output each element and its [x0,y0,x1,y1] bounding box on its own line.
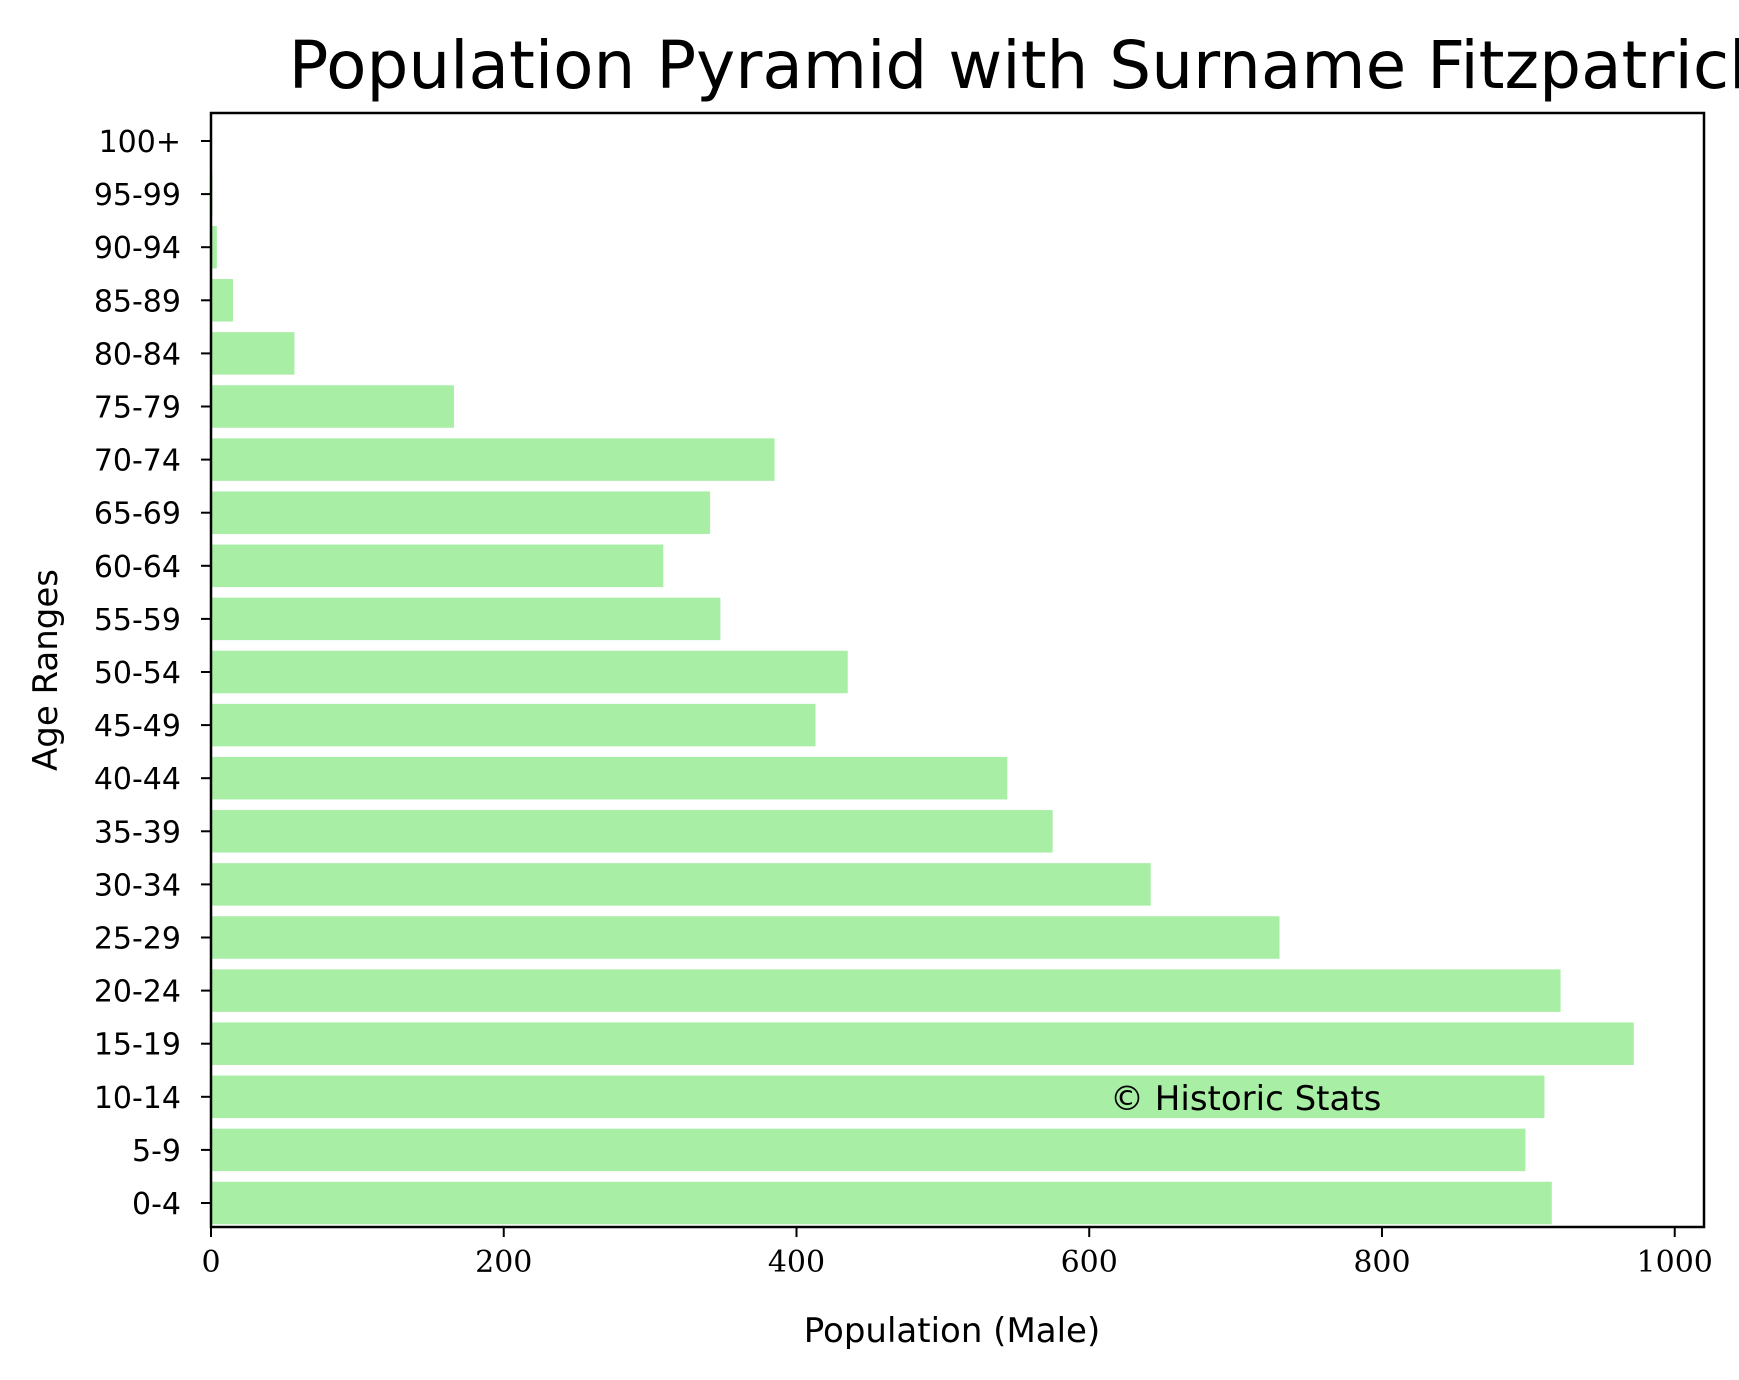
x-tick-label: 800 [1353,1245,1410,1280]
x-tick-label: 1000 [1637,1245,1713,1280]
y-tick-label: 100+ [99,125,181,160]
y-tick-label: 50-54 [94,656,181,691]
y-tick-label: 60-64 [94,550,181,585]
y-tick-label: 45-49 [94,709,181,744]
bar-5-9 [211,1128,1526,1172]
bar-25-29 [211,916,1280,959]
y-tick-label: 65-69 [94,497,181,532]
copyright-watermark: © Historic Stats [1110,1079,1381,1119]
y-tick-label: 0-4 [132,1187,181,1222]
y-tick-label: 20-24 [94,975,181,1010]
y-tick-label: 85-89 [94,284,181,319]
y-tick-label: 15-19 [94,1028,181,1063]
bar-20-24 [211,969,1561,1012]
y-axis-ticks: 0-4 5-9 10-14 15-19 20-24 25-29 30-34 35-39 40-4… [94,125,211,1222]
bar-30-34 [211,863,1151,906]
y-tick-label: 75-79 [94,391,181,426]
chart-title: Population Pyramid with Surname Fitzpatr… [289,27,1739,104]
bar-70-74 [211,438,775,481]
plot-frame [209,111,1706,1229]
y-tick-label: 10-14 [94,1081,181,1116]
bar-75-79 [211,385,454,428]
y-tick-label: 35-39 [94,815,181,850]
y-tick-label: 90-94 [94,231,181,266]
bar-50-54 [211,650,848,694]
bar-40-44 [211,756,1008,800]
bar-80-84 [211,332,295,375]
x-tick-label: 400 [768,1245,825,1280]
bar-55-59 [211,597,721,641]
y-tick-label: 40-44 [94,762,181,797]
y-tick-label: 30-34 [94,868,181,903]
x-tick-label: 200 [475,1245,532,1280]
x-tick-label: 600 [1061,1245,1118,1280]
x-axis-label: Population (Male) [804,1311,1101,1351]
bar-65-69 [211,491,711,534]
y-tick-label: 55-59 [94,603,181,638]
bars-group [211,172,1634,1225]
y-tick-label: 70-74 [94,444,181,479]
y-tick-label: 95-99 [94,178,181,213]
y-axis-label: Age Ranges [26,569,66,771]
x-axis-ticks: 0 200 400 600 800 1000 [201,1227,1713,1280]
bar-45-49 [211,703,816,747]
bar-10-14 [211,1075,1545,1119]
bar-60-64 [211,544,664,588]
bar-15-19 [211,1022,1634,1065]
y-tick-label: 80-84 [94,337,181,372]
bar-85-89 [211,279,233,322]
bar-0-4 [211,1181,1552,1225]
bar-35-39 [211,810,1053,853]
y-tick-label: 25-29 [94,922,181,957]
bar-90-94 [211,225,217,269]
x-tick-label: 0 [201,1245,220,1280]
y-tick-label: 5-9 [132,1134,181,1169]
